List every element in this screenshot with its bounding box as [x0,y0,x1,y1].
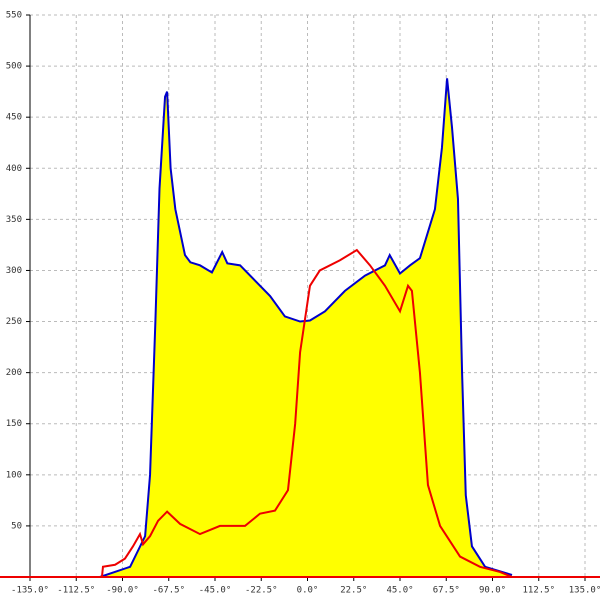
x-tick-label: -22.5° [245,586,278,596]
x-tick-label: -90.0° [106,586,139,596]
y-tick-label: 300 [6,266,22,276]
x-tick-label: 45.0° [386,586,413,596]
line [100,248,513,578]
x-tick-label: 0.0° [297,586,319,596]
x-tick-label: 112.5° [522,586,555,596]
x-tick-label: -135.0° [11,586,49,596]
x-tick-label: -112.5° [57,586,95,596]
y-tick-label: 400 [6,164,22,174]
x-tick-label: 135.0° [569,586,600,596]
x-tick-label: 67.5° [433,586,460,596]
y-tick-label: 250 [6,317,22,327]
y-tick-label: 200 [6,368,22,378]
y-tick-label: 50 [11,521,22,531]
y-tick-label: 550 [6,11,22,21]
x-tick-label: -45.0° [199,586,232,596]
y-tick-label: 150 [6,419,22,429]
y-tick-label: 100 [6,470,22,480]
y-tick-label: 450 [6,113,22,123]
x-tick-label: 90.0° [479,586,506,596]
y-tick-label: 350 [6,215,22,225]
x-tick-label: -67.5° [152,586,185,596]
line [99,78,513,578]
y-tick-label: 500 [6,62,22,72]
x-tick-label: 22.5° [340,586,367,596]
area [99,78,513,578]
